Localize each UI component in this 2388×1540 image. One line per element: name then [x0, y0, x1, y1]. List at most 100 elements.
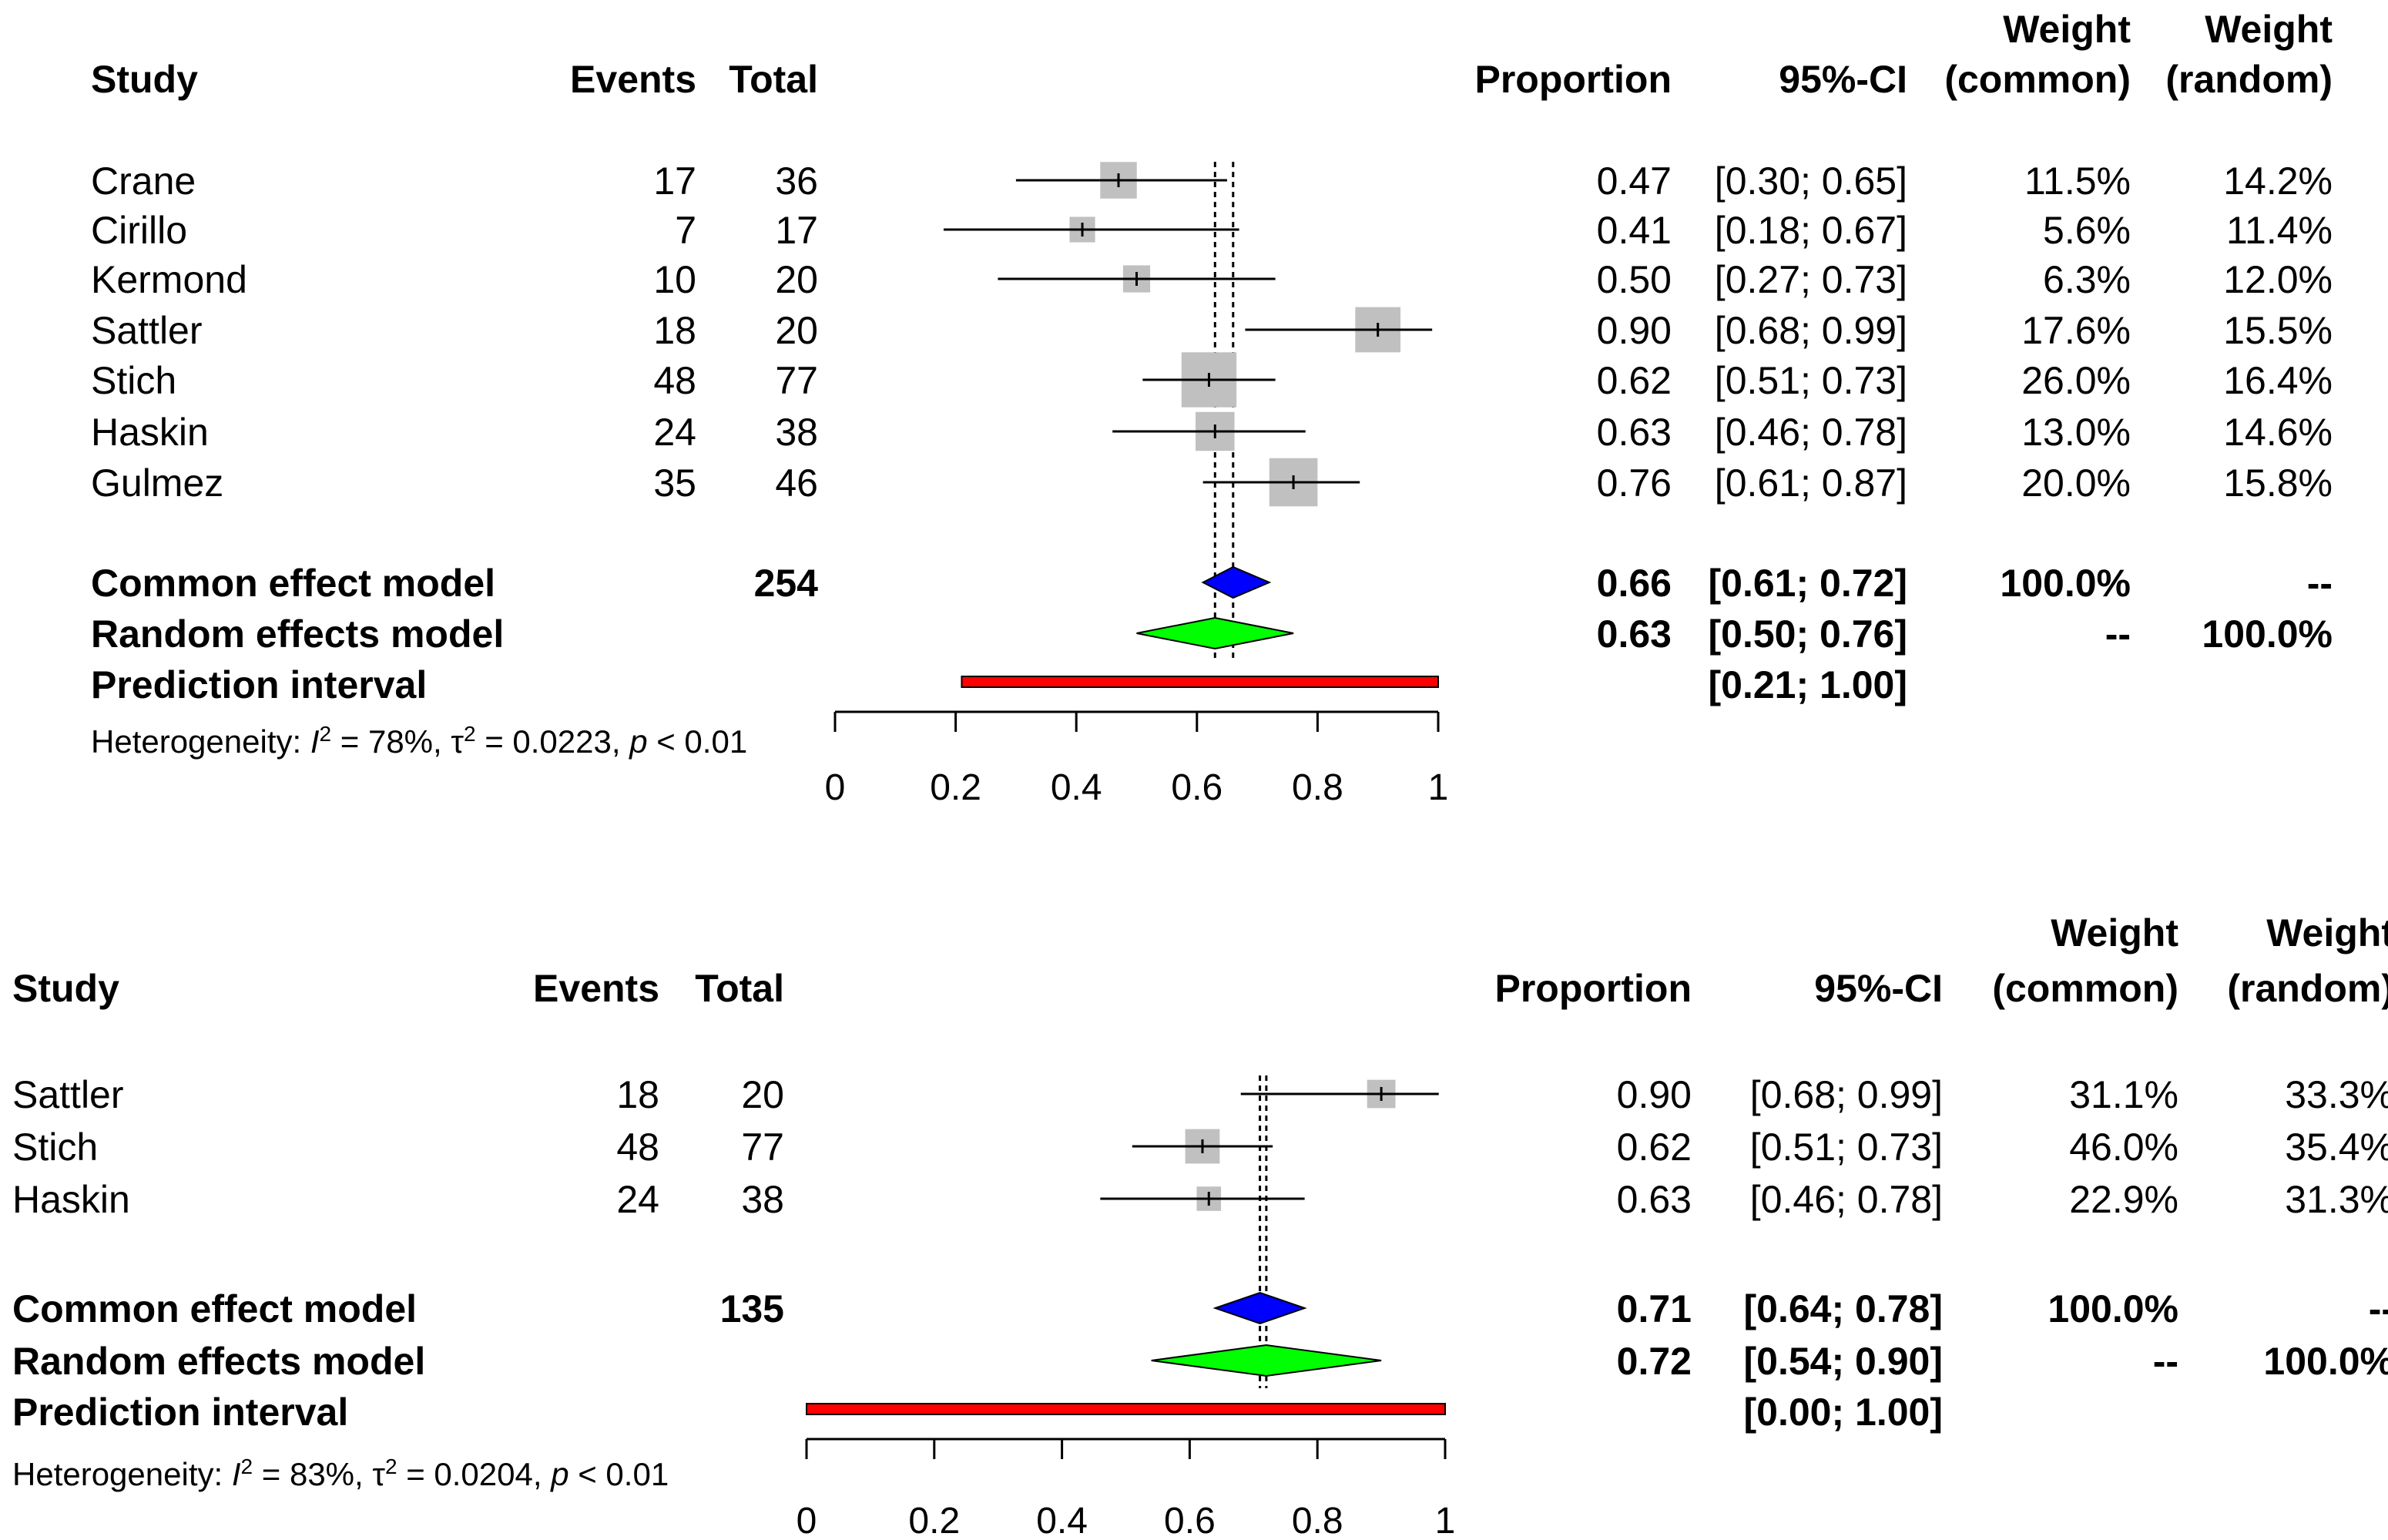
study-events: 48 — [653, 359, 696, 402]
study-proportion: 0.62 — [1597, 359, 1672, 402]
random-effects-ci: [0.54; 0.90] — [1744, 1340, 1943, 1383]
study-total: 77 — [741, 1126, 784, 1169]
prediction-interval-bar — [961, 676, 1440, 688]
random-effects-weight-common: -- — [2153, 1340, 2178, 1383]
prediction-interval-bar — [806, 1403, 1446, 1415]
study-ci: [0.46; 0.78] — [1750, 1178, 1943, 1221]
header-events: Events — [570, 58, 696, 101]
heterogeneity-sup: 2 — [241, 1454, 253, 1478]
common-effect-ci: [0.61; 0.72] — [1709, 562, 1907, 605]
forest-panel-2: Study Events Total Proportion 95%-CI Weight (c… — [12, 911, 2388, 1540]
heterogeneity-p-value: < 0.01 — [569, 1456, 669, 1492]
study-proportion: 0.90 — [1617, 1073, 1692, 1116]
study-proportion: 0.62 — [1617, 1126, 1692, 1169]
heterogeneity-statistics: Heterogeneity: I2 = 78%, τ2 = 0.0223, p … — [91, 722, 747, 760]
study-total: 38 — [741, 1178, 784, 1221]
common-effect-total: 254 — [754, 562, 819, 605]
heterogeneity-p: p — [549, 1456, 568, 1492]
heterogeneity-sup: 2 — [385, 1454, 397, 1478]
x-axis-tick-label: 1 — [1428, 767, 1449, 808]
common-effect-proportion: 0.66 — [1597, 562, 1672, 605]
x-axis-tick-label: 0.6 — [1171, 767, 1223, 808]
header-proportion: Proportion — [1494, 967, 1692, 1010]
random-effects-diamond — [1151, 1344, 1382, 1377]
heterogeneity-tau2-value: = 0.0204, — [397, 1456, 552, 1492]
heterogeneity-prefix: Heterogeneity: — [12, 1456, 232, 1492]
study-weight-common: 22.9% — [2069, 1178, 2178, 1221]
common-effect-total: 135 — [720, 1287, 784, 1330]
study-proportion: 0.63 — [1617, 1178, 1692, 1221]
header-total: Total — [695, 967, 784, 1010]
heterogeneity-p-value: < 0.01 — [648, 723, 748, 760]
study-total: 20 — [775, 309, 818, 352]
study-proportion: 0.47 — [1597, 159, 1672, 203]
study-events: 24 — [616, 1178, 659, 1221]
header-weight-common: Weight — [2051, 911, 2178, 955]
common-effect-diamond — [1201, 565, 1272, 599]
study-ci: [0.68; 0.99] — [1750, 1073, 1943, 1116]
study-name: Kermond — [91, 258, 247, 301]
x-axis-tick-label: 0.2 — [930, 767, 981, 808]
random-effects-proportion: 0.72 — [1617, 1340, 1692, 1383]
heterogeneity-statistics: Heterogeneity: I2 = 83%, τ2 = 0.0204, p … — [12, 1454, 669, 1493]
prediction-interval-ci: [0.00; 1.00] — [1744, 1391, 1943, 1434]
study-weight-common: 46.0% — [2069, 1126, 2178, 1169]
header-study: Study — [91, 58, 198, 101]
study-events: 18 — [616, 1073, 659, 1116]
heterogeneity-prefix: Heterogeneity: — [91, 723, 310, 760]
study-weight-common: 26.0% — [2021, 359, 2131, 402]
study-ci: [0.46; 0.78] — [1715, 411, 1907, 454]
study-ci: [0.68; 0.99] — [1715, 309, 1907, 352]
prediction-interval-label: Prediction interval — [91, 663, 427, 706]
x-axis-tick-label: 0 — [825, 767, 846, 808]
x-axis-tick-label: 0.6 — [1164, 1501, 1216, 1540]
study-weight-random: 11.4% — [2226, 209, 2333, 252]
random-effects-label: Random effects model — [12, 1340, 425, 1383]
study-weight-common: 17.6% — [2021, 309, 2131, 352]
x-axis-tick-label: 0.2 — [908, 1501, 960, 1540]
common-effect-diamond — [1212, 1291, 1307, 1325]
prediction-interval-ci: [0.21; 1.00] — [1709, 663, 1907, 706]
study-weight-common: 13.0% — [2021, 411, 2131, 454]
study-weight-common: 5.6% — [2043, 209, 2131, 252]
study-weight-common: 31.1% — [2069, 1073, 2178, 1116]
study-total: 77 — [775, 359, 818, 402]
study-weight-random: 31.3% — [2285, 1178, 2388, 1221]
study-proportion: 0.90 — [1597, 309, 1672, 352]
header-study: Study — [12, 967, 119, 1010]
x-axis-tick-label: 0.8 — [1292, 767, 1343, 808]
study-events: 17 — [653, 159, 696, 203]
header-total: Total — [729, 58, 818, 101]
study-proportion: 0.41 — [1597, 209, 1672, 252]
random-effects-weight-common: -- — [2105, 612, 2131, 656]
study-events: 18 — [653, 309, 696, 352]
study-weight-common: 6.3% — [2043, 258, 2131, 301]
study-weight-common: 20.0% — [2021, 461, 2131, 505]
header-common: (common) — [1992, 967, 2178, 1010]
study-ci: [0.30; 0.65] — [1715, 159, 1907, 203]
random-effects-label: Random effects model — [91, 612, 504, 656]
random-effects-weight-random: 100.0% — [2202, 612, 2333, 656]
study-weight-random: 12.0% — [2223, 258, 2333, 301]
header-weight-common: Weight — [2003, 8, 2131, 51]
study-weight-random: 15.8% — [2223, 461, 2333, 505]
study-events: 35 — [653, 461, 696, 505]
common-effect-label: Common effect model — [12, 1287, 417, 1330]
heterogeneity-sup: 2 — [320, 722, 332, 746]
header-common: (common) — [1944, 58, 2131, 101]
header-ci: 95%-CI — [1814, 967, 1943, 1010]
study-weight-random: 35.4% — [2285, 1126, 2388, 1169]
random-effects-diamond — [1136, 616, 1294, 650]
study-name: Stich — [91, 359, 176, 402]
common-effect-weight-random: -- — [2369, 1287, 2388, 1330]
study-weight-common: 11.5% — [2024, 159, 2131, 203]
header-random: (random) — [2165, 58, 2333, 101]
study-name: Haskin — [12, 1178, 130, 1221]
common-effect-label: Common effect model — [91, 562, 495, 605]
study-proportion: 0.76 — [1597, 461, 1672, 505]
random-effects-proportion: 0.63 — [1597, 612, 1672, 656]
study-name: Haskin — [91, 411, 209, 454]
study-proportion: 0.63 — [1597, 411, 1672, 454]
study-weight-random: 33.3% — [2285, 1073, 2388, 1116]
